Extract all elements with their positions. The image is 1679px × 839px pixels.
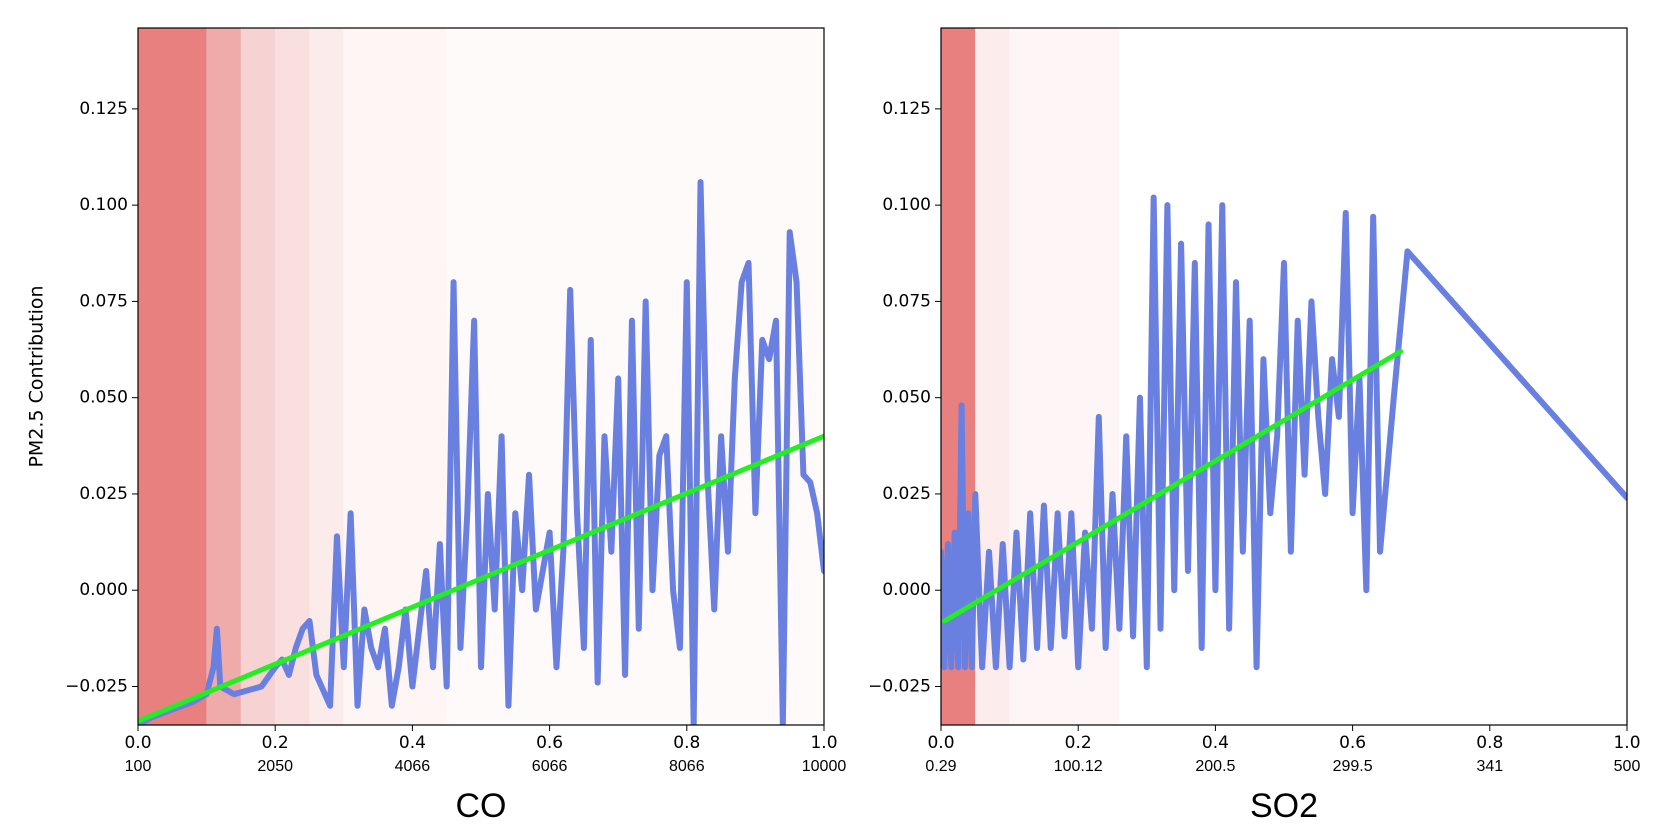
- x-secondary-label: 200.5: [1195, 758, 1235, 775]
- subplot: −0.025 0.000 0.025 0.050 0.075 0.100 0.125 0.0 1…: [26, 27, 847, 825]
- x-tick-label: 1.0: [810, 733, 837, 753]
- plot-frame: [137, 27, 825, 726]
- density-band: [138, 28, 207, 725]
- x-axis-label: SO2: [1250, 787, 1318, 825]
- x-secondary-label: 500: [1614, 758, 1641, 775]
- x-secondary-label: 8066: [669, 758, 705, 775]
- x-secondary-label: 0.29: [925, 758, 956, 775]
- x-tick-label: 0.4: [1202, 733, 1229, 753]
- x-tick-label: 0.0: [124, 733, 151, 753]
- x-tick-label: 0.8: [1476, 733, 1503, 753]
- x-secondary-label: 10000: [802, 758, 847, 775]
- x-secondary-label: 100: [125, 758, 152, 775]
- x-secondary-label: 299.5: [1333, 758, 1373, 775]
- x-secondary-label: 6066: [532, 758, 568, 775]
- y-tick-label: 0.000: [882, 580, 931, 600]
- y-tick-label: 0.050: [882, 388, 931, 408]
- y-tick-label: −0.025: [868, 676, 931, 696]
- contribution-line: [941, 194, 1627, 671]
- y-tick-label: 0.100: [79, 195, 128, 215]
- plot-frame: [940, 27, 1628, 726]
- density-band: [240, 28, 276, 725]
- y-tick-label: 0.000: [79, 580, 128, 600]
- y-tick-label: 0.075: [882, 291, 931, 311]
- y-tick-label: −0.025: [65, 676, 128, 696]
- y-tick-label: 0.050: [79, 388, 128, 408]
- x-secondary-label: 2050: [257, 758, 293, 775]
- y-tick-label: 0.025: [79, 484, 128, 504]
- x-tick-label: 0.8: [673, 733, 700, 753]
- x-secondary-label: 4066: [395, 758, 431, 775]
- x-axis-label: CO: [456, 787, 507, 825]
- y-tick-label: 0.125: [79, 99, 128, 119]
- y-tick-label: 0.025: [882, 484, 931, 504]
- x-tick-label: 0.2: [262, 733, 289, 753]
- x-secondary-label: 100.12: [1054, 758, 1103, 775]
- density-band: [275, 28, 310, 725]
- y-axis-label: PM2.5 Contribution: [26, 285, 48, 467]
- contribution-line: [138, 179, 824, 725]
- x-tick-label: 0.4: [399, 733, 426, 753]
- x-tick-label: 0.2: [1065, 733, 1092, 753]
- density-band: [206, 28, 241, 725]
- x-secondary-label: 341: [1476, 758, 1503, 775]
- y-tick-label: 0.125: [882, 99, 931, 119]
- x-tick-label: 1.0: [1613, 733, 1640, 753]
- y-tick-label: 0.100: [882, 195, 931, 215]
- trend-line: [138, 433, 824, 724]
- y-tick-label: 0.075: [79, 291, 128, 311]
- trend-line: [941, 348, 1404, 624]
- subplot: −0.025 0.000 0.025 0.050 0.075 0.100 0.125 0.0 0…: [868, 27, 1641, 825]
- x-tick-label: 0.6: [536, 733, 563, 753]
- x-tick-label: 0.0: [927, 733, 954, 753]
- x-tick-label: 0.6: [1339, 733, 1366, 753]
